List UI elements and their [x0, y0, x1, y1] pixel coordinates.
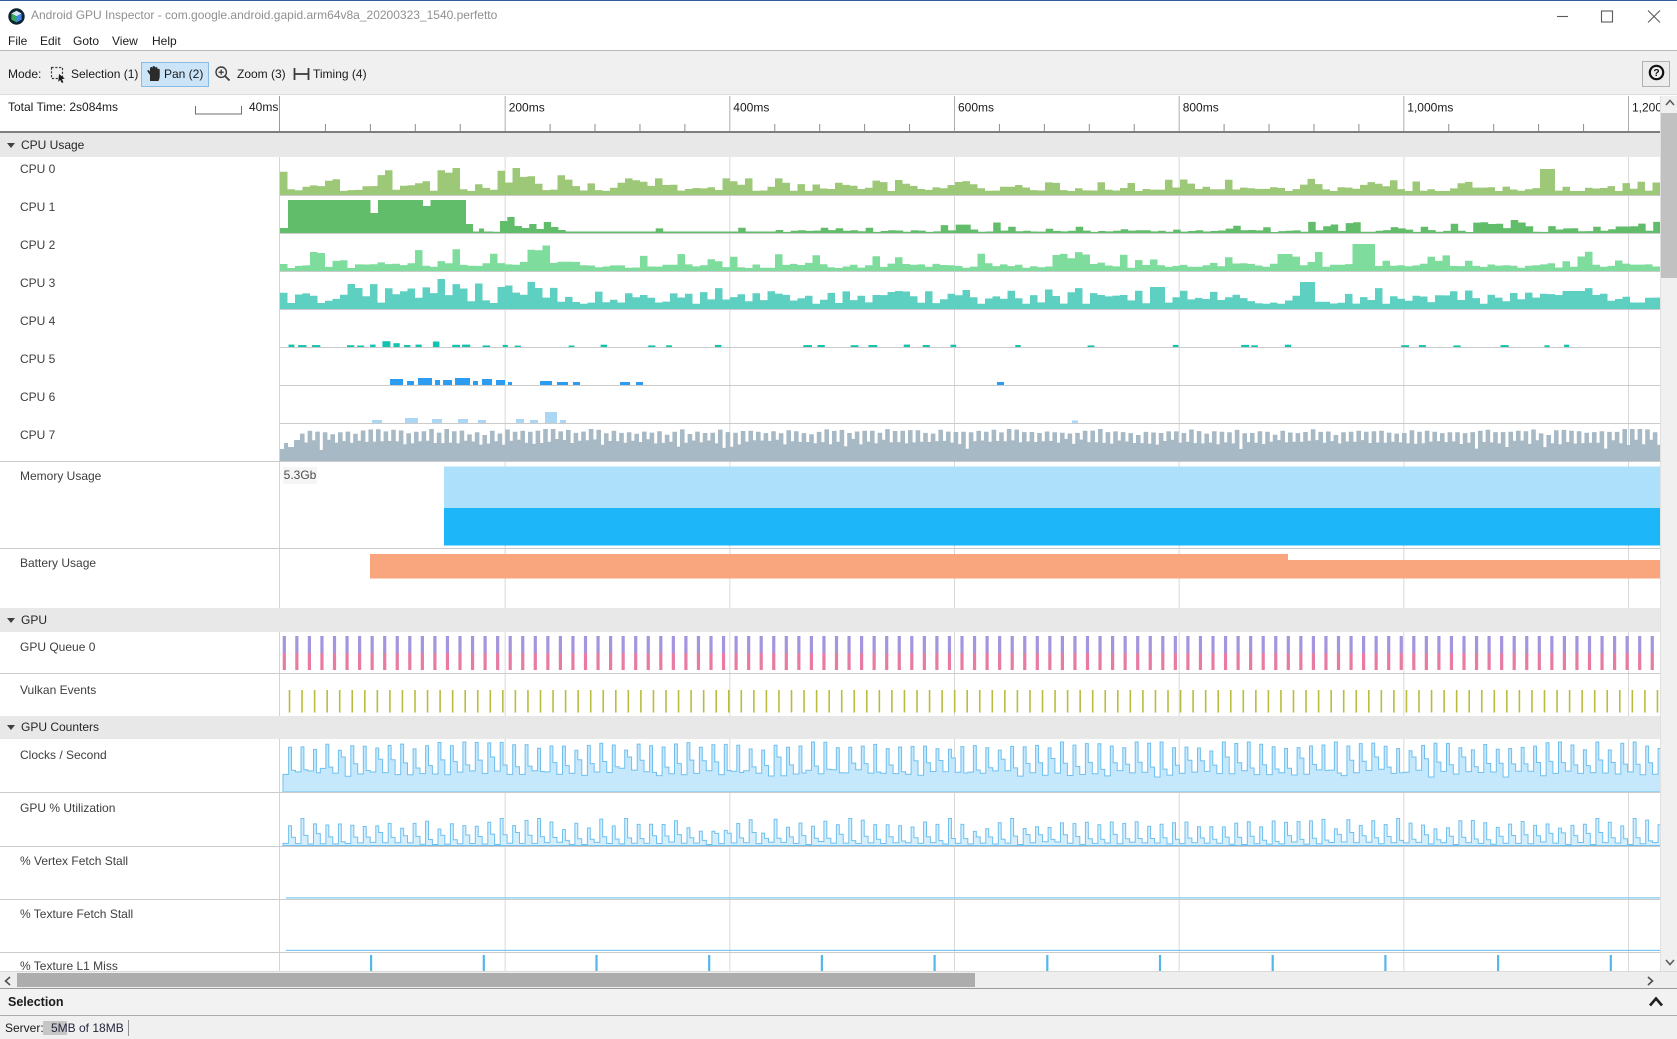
svg-text:1,200ms: 1,200ms	[1632, 101, 1660, 115]
svg-text:?: ?	[1653, 67, 1659, 79]
svg-text:800ms: 800ms	[1183, 101, 1219, 115]
svg-text:200ms: 200ms	[509, 101, 545, 115]
svg-text:400ms: 400ms	[733, 101, 769, 115]
svg-text:600ms: 600ms	[958, 101, 994, 115]
svg-text:1,000ms: 1,000ms	[1407, 101, 1453, 115]
